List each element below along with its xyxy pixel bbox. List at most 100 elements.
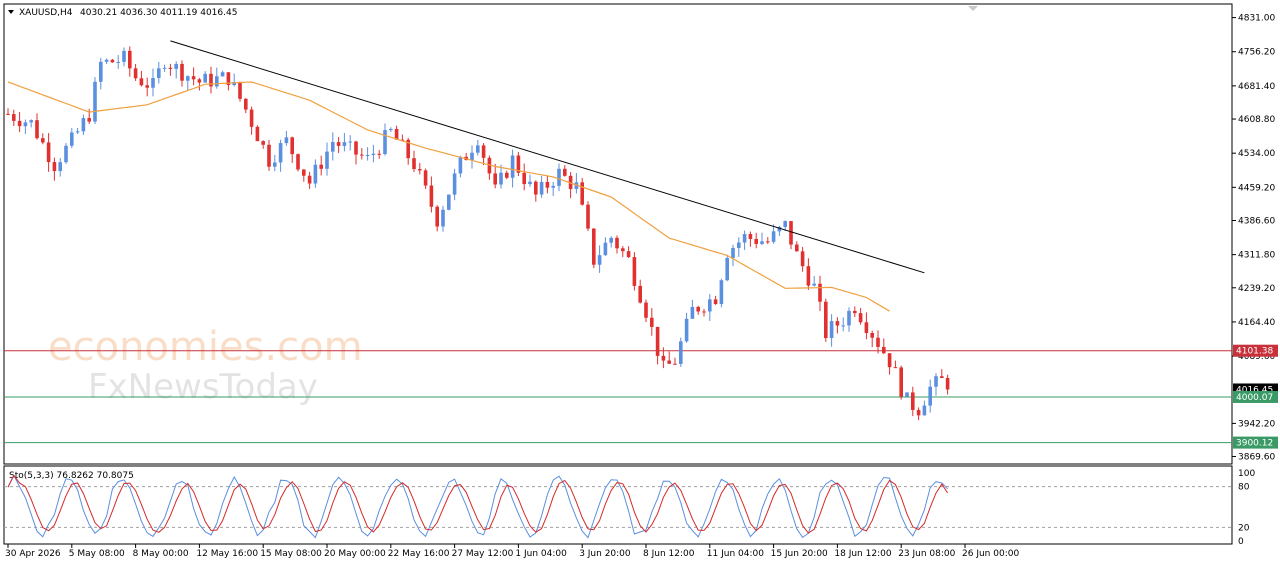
price-tick-label: 3869.60 — [1238, 453, 1275, 463]
candle-body — [940, 376, 944, 378]
candle-body — [528, 181, 532, 185]
price-tick-label: 4459.20 — [1238, 183, 1275, 193]
candle-body — [273, 162, 277, 167]
candle-body — [615, 237, 619, 249]
time-tick-label: 12 May 16:00 — [196, 549, 258, 559]
price-tick-label: 4756.20 — [1238, 48, 1275, 58]
candle-body — [945, 377, 950, 390]
candle-body — [812, 283, 816, 286]
candle-body — [93, 81, 97, 122]
candle-body — [394, 128, 399, 140]
candle-body — [64, 145, 68, 163]
dropdown-arrow-icon[interactable] — [8, 10, 14, 14]
candle-body — [760, 241, 764, 244]
candle-body — [777, 226, 782, 232]
candle-body — [870, 333, 874, 338]
price-tick-label: 4608.80 — [1238, 115, 1275, 125]
candle-body — [719, 280, 724, 305]
candle-body — [342, 142, 347, 146]
stochastic-tick-label: 100 — [1238, 469, 1255, 479]
candle-body — [748, 234, 753, 239]
candle-body — [180, 63, 184, 81]
candle-body — [905, 392, 909, 397]
candle-body — [632, 257, 637, 286]
candle-body — [922, 405, 927, 416]
candle-body — [899, 367, 903, 397]
candle-body — [835, 321, 840, 326]
candle-body — [284, 137, 289, 144]
time-tick-label: 30 Apr 2026 — [5, 549, 61, 559]
candle-body — [6, 113, 10, 115]
trendline — [170, 40, 925, 274]
candle-body — [70, 132, 74, 146]
price-axis: 4831.00 4756.20 4681.40 4608.80 4534.00 4459.… — [1232, 14, 1275, 463]
candle-body — [87, 118, 91, 122]
candle-body — [58, 162, 62, 172]
candle-body — [302, 169, 306, 176]
candle-body — [162, 67, 167, 69]
candle-body — [487, 157, 492, 174]
candle-body — [737, 242, 741, 248]
price-tick-label: 4681.40 — [1238, 82, 1275, 92]
stochastic-indicator: 100 80 20 0 — [4, 469, 1255, 547]
candle-body — [783, 221, 787, 227]
candle-body — [116, 61, 120, 63]
stochastic-main-line — [7, 474, 948, 539]
candle-body — [841, 325, 845, 327]
time-tick-label: 23 Jun 08:00 — [898, 549, 955, 559]
candle-body — [586, 204, 590, 229]
candle-body — [46, 142, 51, 163]
candle-body — [348, 141, 352, 143]
candle-body — [876, 337, 880, 347]
resistance-tag-label: 4101.38 — [1236, 347, 1273, 357]
watermark-line-2: FxNewsToday — [88, 367, 318, 407]
candle-body — [458, 156, 463, 174]
candle-body — [336, 142, 341, 146]
candle-body — [452, 173, 457, 195]
candle-body — [406, 139, 410, 159]
candle-body — [249, 109, 254, 127]
candle-body — [313, 164, 318, 184]
candle-body — [609, 237, 613, 243]
candle-body — [708, 299, 712, 312]
candle-body — [557, 168, 561, 186]
moving-average-line — [7, 81, 890, 312]
stochastic-tick-label: 0 — [1238, 537, 1244, 547]
descending-trendline[interactable] — [170, 40, 925, 274]
symbol-label: XAUUSD,H4 — [19, 8, 73, 18]
candle-body — [493, 173, 497, 185]
candle-body — [824, 301, 828, 339]
candle-body — [505, 172, 509, 178]
candle-body — [110, 59, 115, 63]
stochastic-label: Sto(5,3,3) 76.8262 70.8075 — [9, 471, 134, 481]
candle-body — [278, 143, 283, 163]
candle-body — [307, 175, 312, 184]
candle-body — [574, 182, 579, 189]
time-tick-label: 3 Jun 20:00 — [579, 549, 631, 559]
price-tick-label: 4164.40 — [1238, 318, 1275, 328]
support-2-tag-label: 3900.12 — [1236, 439, 1273, 449]
candle-body — [771, 231, 776, 242]
candle-body — [244, 98, 248, 110]
candle-body — [220, 72, 225, 77]
candle-body — [470, 152, 474, 161]
candle-body — [35, 120, 39, 139]
support-tag — [1233, 390, 1278, 403]
candle-body — [545, 181, 550, 188]
scroll-marker-icon[interactable] — [968, 6, 978, 11]
candle-body — [377, 153, 381, 155]
candle-body — [383, 130, 387, 155]
candle-body — [151, 77, 155, 88]
candle-body — [893, 367, 898, 369]
candle-body — [597, 255, 602, 265]
candle-body — [725, 257, 729, 281]
candle-body — [806, 266, 811, 286]
candle-body — [882, 346, 886, 354]
candle-body — [742, 234, 747, 243]
candle-body — [325, 151, 329, 169]
candle-body — [203, 73, 207, 83]
time-tick-label: 26 Jun 00:00 — [962, 549, 1019, 559]
candle-body — [789, 221, 793, 245]
price-tick-label: 4089.60 — [1238, 352, 1275, 362]
